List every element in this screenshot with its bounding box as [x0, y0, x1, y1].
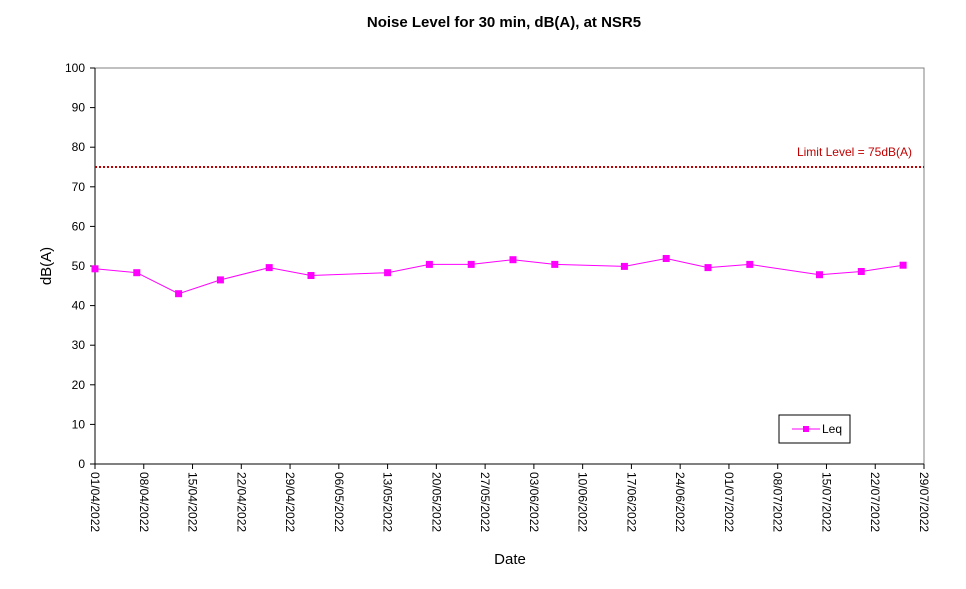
x-tick-label: 15/07/2022 — [819, 472, 833, 532]
data-point-marker — [509, 256, 517, 264]
y-axis-ticks: 0 10 20 30 40 50 60 70 80 90 100 — [65, 61, 95, 471]
x-tick-label: 22/07/2022 — [868, 472, 882, 532]
y-tick-label: 40 — [72, 299, 86, 313]
legend: Leq — [778, 414, 851, 444]
data-point-marker — [899, 261, 907, 269]
data-point-marker — [816, 271, 823, 279]
data-point-marker — [307, 272, 315, 279]
plot-area-frame — [94, 67, 925, 465]
x-tick-label: 03/06/2022 — [527, 472, 541, 532]
data-point-marker — [216, 276, 224, 284]
x-tick-label: 13/05/2022 — [381, 472, 395, 532]
y-tick-label: 0 — [78, 457, 85, 471]
series-layer — [91, 255, 907, 298]
data-point-marker — [265, 264, 273, 272]
data-point-marker — [133, 269, 141, 277]
y-tick-label: 50 — [72, 259, 86, 273]
x-axis-ticks: 01/04/2022 08/04/2022 15/04/2022 22/04/2022… — [88, 464, 931, 532]
x-tick-label: 15/04/2022 — [186, 472, 200, 532]
x-axis-label: Date — [494, 551, 526, 568]
reference-lines: Limit Level = 75dB(A) — [95, 145, 924, 168]
data-point-marker — [857, 268, 865, 275]
series-line-leq — [94, 257, 904, 295]
x-tick-label: 06/05/2022 — [332, 472, 346, 532]
x-tick-label: 08/04/2022 — [137, 472, 151, 532]
chart-title: Noise Level for 30 min, dB(A), at NSR5 — [367, 14, 641, 31]
data-point-marker — [662, 255, 670, 262]
data-point-marker — [467, 260, 475, 268]
y-tick-label: 70 — [72, 180, 86, 194]
data-point-marker — [425, 260, 433, 268]
y-axis-label: dB(A) — [38, 247, 55, 285]
data-point-marker — [91, 265, 99, 273]
data-point-marker — [704, 264, 712, 272]
y-tick-label: 10 — [72, 417, 86, 431]
limit-level-label: Limit Level = 75dB(A) — [797, 145, 912, 159]
y-tick-label: 60 — [72, 219, 86, 233]
x-tick-label: 17/06/2022 — [624, 472, 638, 532]
y-tick-label: 100 — [65, 61, 85, 75]
x-tick-label: 22/04/2022 — [234, 472, 248, 532]
data-point-marker — [384, 269, 392, 277]
y-tick-label: 80 — [72, 140, 86, 154]
y-tick-label: 20 — [72, 378, 86, 392]
data-point-marker — [746, 260, 754, 268]
x-tick-label: 27/05/2022 — [478, 472, 492, 532]
legend-marker-swatch — [803, 426, 809, 432]
y-tick-label: 30 — [72, 338, 86, 352]
x-tick-label: 29/07/2022 — [917, 472, 931, 532]
x-tick-label: 20/05/2022 — [429, 472, 443, 532]
x-tick-label: 24/06/2022 — [673, 472, 687, 532]
legend-label-leq: Leq — [822, 422, 842, 436]
x-tick-label: 08/07/2022 — [771, 472, 785, 532]
data-point-marker — [620, 262, 628, 270]
x-tick-label: 01/04/2022 — [88, 472, 102, 532]
x-tick-label: 01/07/2022 — [722, 472, 736, 532]
data-point-marker — [551, 260, 559, 268]
data-point-marker — [175, 290, 183, 298]
x-tick-label: 29/04/2022 — [283, 472, 297, 532]
x-tick-label: 10/06/2022 — [576, 472, 590, 532]
y-tick-label: 90 — [72, 101, 86, 115]
